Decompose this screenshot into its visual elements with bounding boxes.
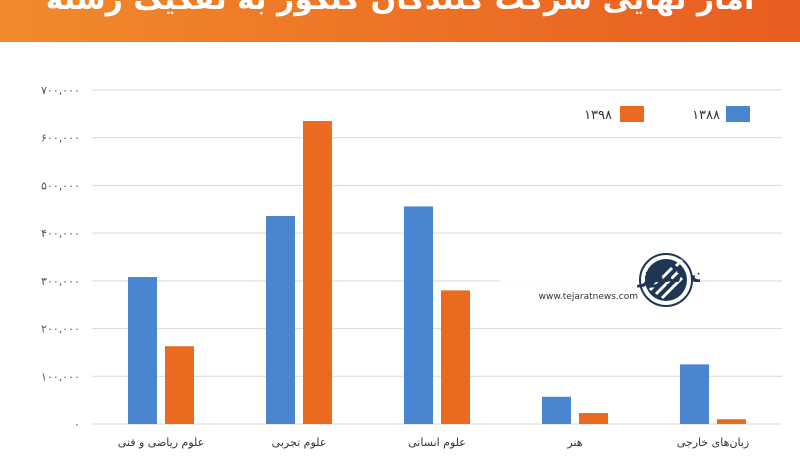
legend-swatch (726, 106, 750, 122)
x-category-label: علوم ریاضی و فنی (118, 436, 204, 449)
y-tick-label: ۵۰۰,۰۰۰ (41, 179, 80, 192)
logo-url-text: www.tejaratnews.com (539, 292, 638, 302)
bar-series-2 (165, 346, 194, 424)
title-banner: آمار نهایی شرکت کنندگان کنکور به تفکیک ر… (0, 0, 800, 42)
x-category-label: علوم تجربی (272, 436, 327, 449)
x-category-label: علوم انسانی (408, 436, 466, 449)
y-tick-label: ۶۰۰,۰۰۰ (41, 132, 80, 145)
bar-series-1 (404, 206, 433, 424)
x-category-label: زبان‌های خارجی (677, 436, 750, 449)
y-tick-label: ۲۰۰,۰۰۰ (41, 323, 80, 336)
bar-chart: ۰ ۱۰۰,۰۰۰ ۲۰۰,۰۰۰ ۳۰۰,۰۰۰ ۴۰۰,۰۰۰ ۵۰۰,۰۰۰ ۶۰۰,… (41, 84, 782, 449)
bar-series-2 (579, 413, 608, 424)
tejarat-news-logo: تجارت نیوز www.tejaratnews.com (500, 253, 700, 307)
y-tick-label: ۷۰۰,۰۰۰ (41, 84, 80, 97)
bar-series-1 (542, 396, 571, 424)
bar-series-2 (717, 419, 746, 424)
y-tick-label: ۰ (74, 418, 80, 431)
legend-swatch (620, 106, 644, 122)
y-tick-label: ۱۰۰,۰۰۰ (41, 370, 80, 383)
bar-series-1 (680, 364, 709, 424)
chart-panel: ۰ ۱۰۰,۰۰۰ ۲۰۰,۰۰۰ ۳۰۰,۰۰۰ ۴۰۰,۰۰۰ ۵۰۰,۰۰۰ ۶۰۰,… (0, 42, 800, 458)
chart-title: آمار نهایی شرکت کنندگان کنکور به تفکیک ر… (0, 0, 800, 17)
y-tick-label: ۳۰۰,۰۰۰ (41, 275, 80, 288)
legend-label: ۱۳۸۸ (692, 108, 720, 123)
bar-series-1 (266, 215, 295, 424)
y-tick-label: ۴۰۰,۰۰۰ (41, 227, 80, 240)
bar-series-2 (441, 290, 470, 424)
logo-brand-text: تجارت نیوز (637, 263, 700, 288)
bar-series-2 (303, 121, 332, 424)
x-category-label: هنر (566, 436, 582, 449)
logo-emblem-icon (639, 253, 693, 307)
legend-label: ۱۳۹۸ (584, 108, 612, 123)
bar-series-1 (128, 277, 157, 424)
